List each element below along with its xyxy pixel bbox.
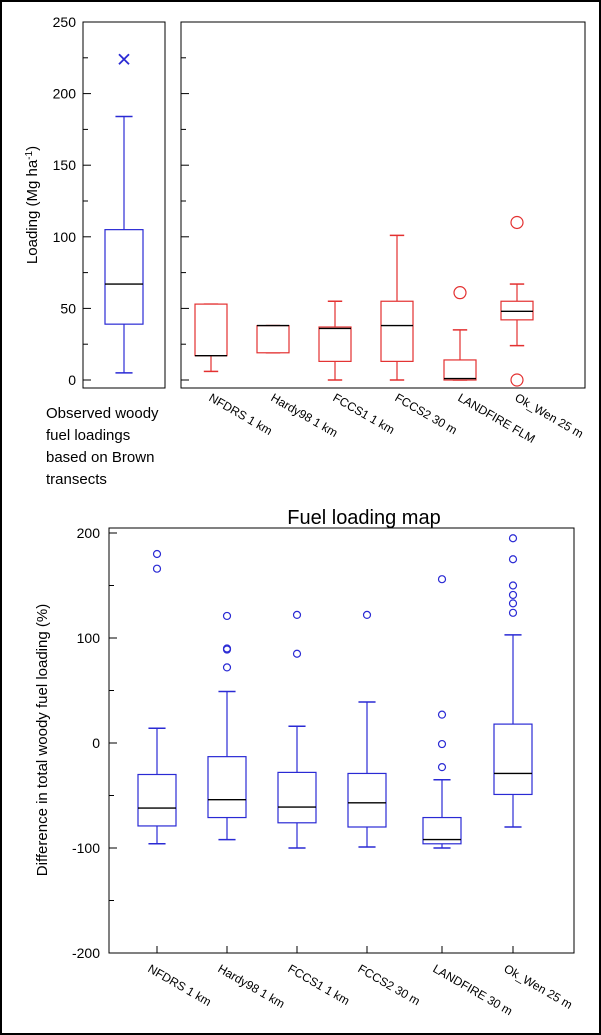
map-loading-category-label: FCCS2 30 m [393,390,460,437]
observed-outlier-point [118,53,130,65]
difference-y-tick-label: 100 [77,630,101,646]
map-loading-box-5 [443,286,477,381]
difference-plot-frame [108,527,575,954]
difference-outlier-point [222,663,232,672]
map-loading-category-label: FCCS1 1 km [331,390,397,436]
difference-category-label: NFDRS 1 km [146,961,214,1008]
difference-y-tick-label: -100 [72,840,100,856]
difference-category-label: FCCS1 1 km [286,961,352,1007]
observed-y-tick-label: 250 [53,14,77,30]
difference-box-body [207,756,247,819]
map-loading-box-body [256,324,290,354]
map-loading-box-body [380,300,414,362]
difference-y-tick-label: -200 [72,945,100,961]
difference-category-label: Hardy98 1 km [216,961,288,1010]
difference-y-tick-label: 0 [92,735,100,751]
map-loading-category-label: NFDRS 1 km [207,390,275,437]
observed-caption-line-4: transects [46,471,107,488]
difference-box-group [137,534,533,849]
map-loading-box-group [194,215,534,387]
map-loading-box-3 [318,300,352,381]
map-loading-plot-frame [180,21,586,389]
observed-y-tick-label: 150 [53,157,77,173]
observed-box-body [104,229,144,325]
difference-outlier-point [508,534,518,543]
difference-box-1 [137,549,177,845]
map-loading-category-label: Hardy98 1 km [269,390,341,439]
map-loading-box-1 [194,303,228,373]
observed-caption-line-3: based on Brown [46,449,154,466]
difference-box-body [493,723,533,796]
observed-caption-line-1: Observed woody [46,405,159,422]
difference-outlier-point [508,599,518,608]
difference-y-axis-title: Difference in total woody fuel loading (… [34,604,51,876]
difference-outlier-point [222,611,232,621]
difference-box-6 [493,534,533,828]
map-loading-outlier-point [510,215,524,230]
observed-y-tick-label: 50 [60,300,76,316]
difference-category-label: FCCS2 30 m [356,961,423,1008]
difference-outlier-point [152,549,162,559]
observed-y-tick-label: 200 [53,86,77,102]
map-loading-box-body [500,300,534,321]
observed-box-group [104,53,144,374]
difference-outlier-point [362,610,372,620]
map-loading-box-2 [256,324,290,354]
observed-panel: 0 50 100 150 200 250 Loading (Mg ha-1) Observ… [24,14,166,488]
difference-category-label: LANDFIRE 30 m [431,961,515,1018]
map-loading-box-body [443,359,477,381]
difference-box-5 [422,575,462,849]
difference-outlier-point [152,564,162,573]
difference-outlier-point [437,739,447,749]
difference-outlier-point [437,710,447,719]
map-loading-outlier-point [453,286,467,300]
difference-outlier-point [437,575,447,584]
difference-outlier-point [437,763,447,772]
map-loading-x-axis-title: Fuel loading map [287,507,440,529]
difference-y-tick-label: 200 [77,525,101,541]
difference-y-axis: -200 -100 0 100 200 [72,525,514,961]
map-loading-y-ticks [181,21,189,381]
difference-outlier-point [508,555,518,564]
difference-box-3 [277,610,317,849]
difference-outlier-point [508,590,518,600]
difference-box-2 [207,611,247,841]
difference-outlier-point [292,610,302,620]
observed-y-tick-label: 0 [68,372,76,388]
map-loading-outlier-point [510,373,524,387]
difference-outlier-point [292,649,302,658]
map-loading-box-6 [500,215,534,387]
observed-box-1 [104,53,144,374]
observed-y-axis-title: Loading (Mg ha-1) [24,146,42,264]
map-loading-box-4 [380,234,414,381]
observed-y-tick-label: 100 [53,229,77,245]
difference-outlier-point [222,645,232,654]
map-loading-box-body [194,303,228,357]
observed-caption-line-2: fuel loadings [46,427,130,444]
difference-box-body [347,772,387,828]
observed-plot-frame [82,21,166,389]
map-loading-box-body [318,326,352,362]
difference-box-4 [347,610,387,848]
difference-outlier-point [508,581,518,590]
difference-box-body [277,771,317,824]
observed-y-axis: 0 50 100 150 200 250 [53,14,91,388]
difference-outlier-point [508,608,518,617]
difference-box-body [137,773,177,827]
